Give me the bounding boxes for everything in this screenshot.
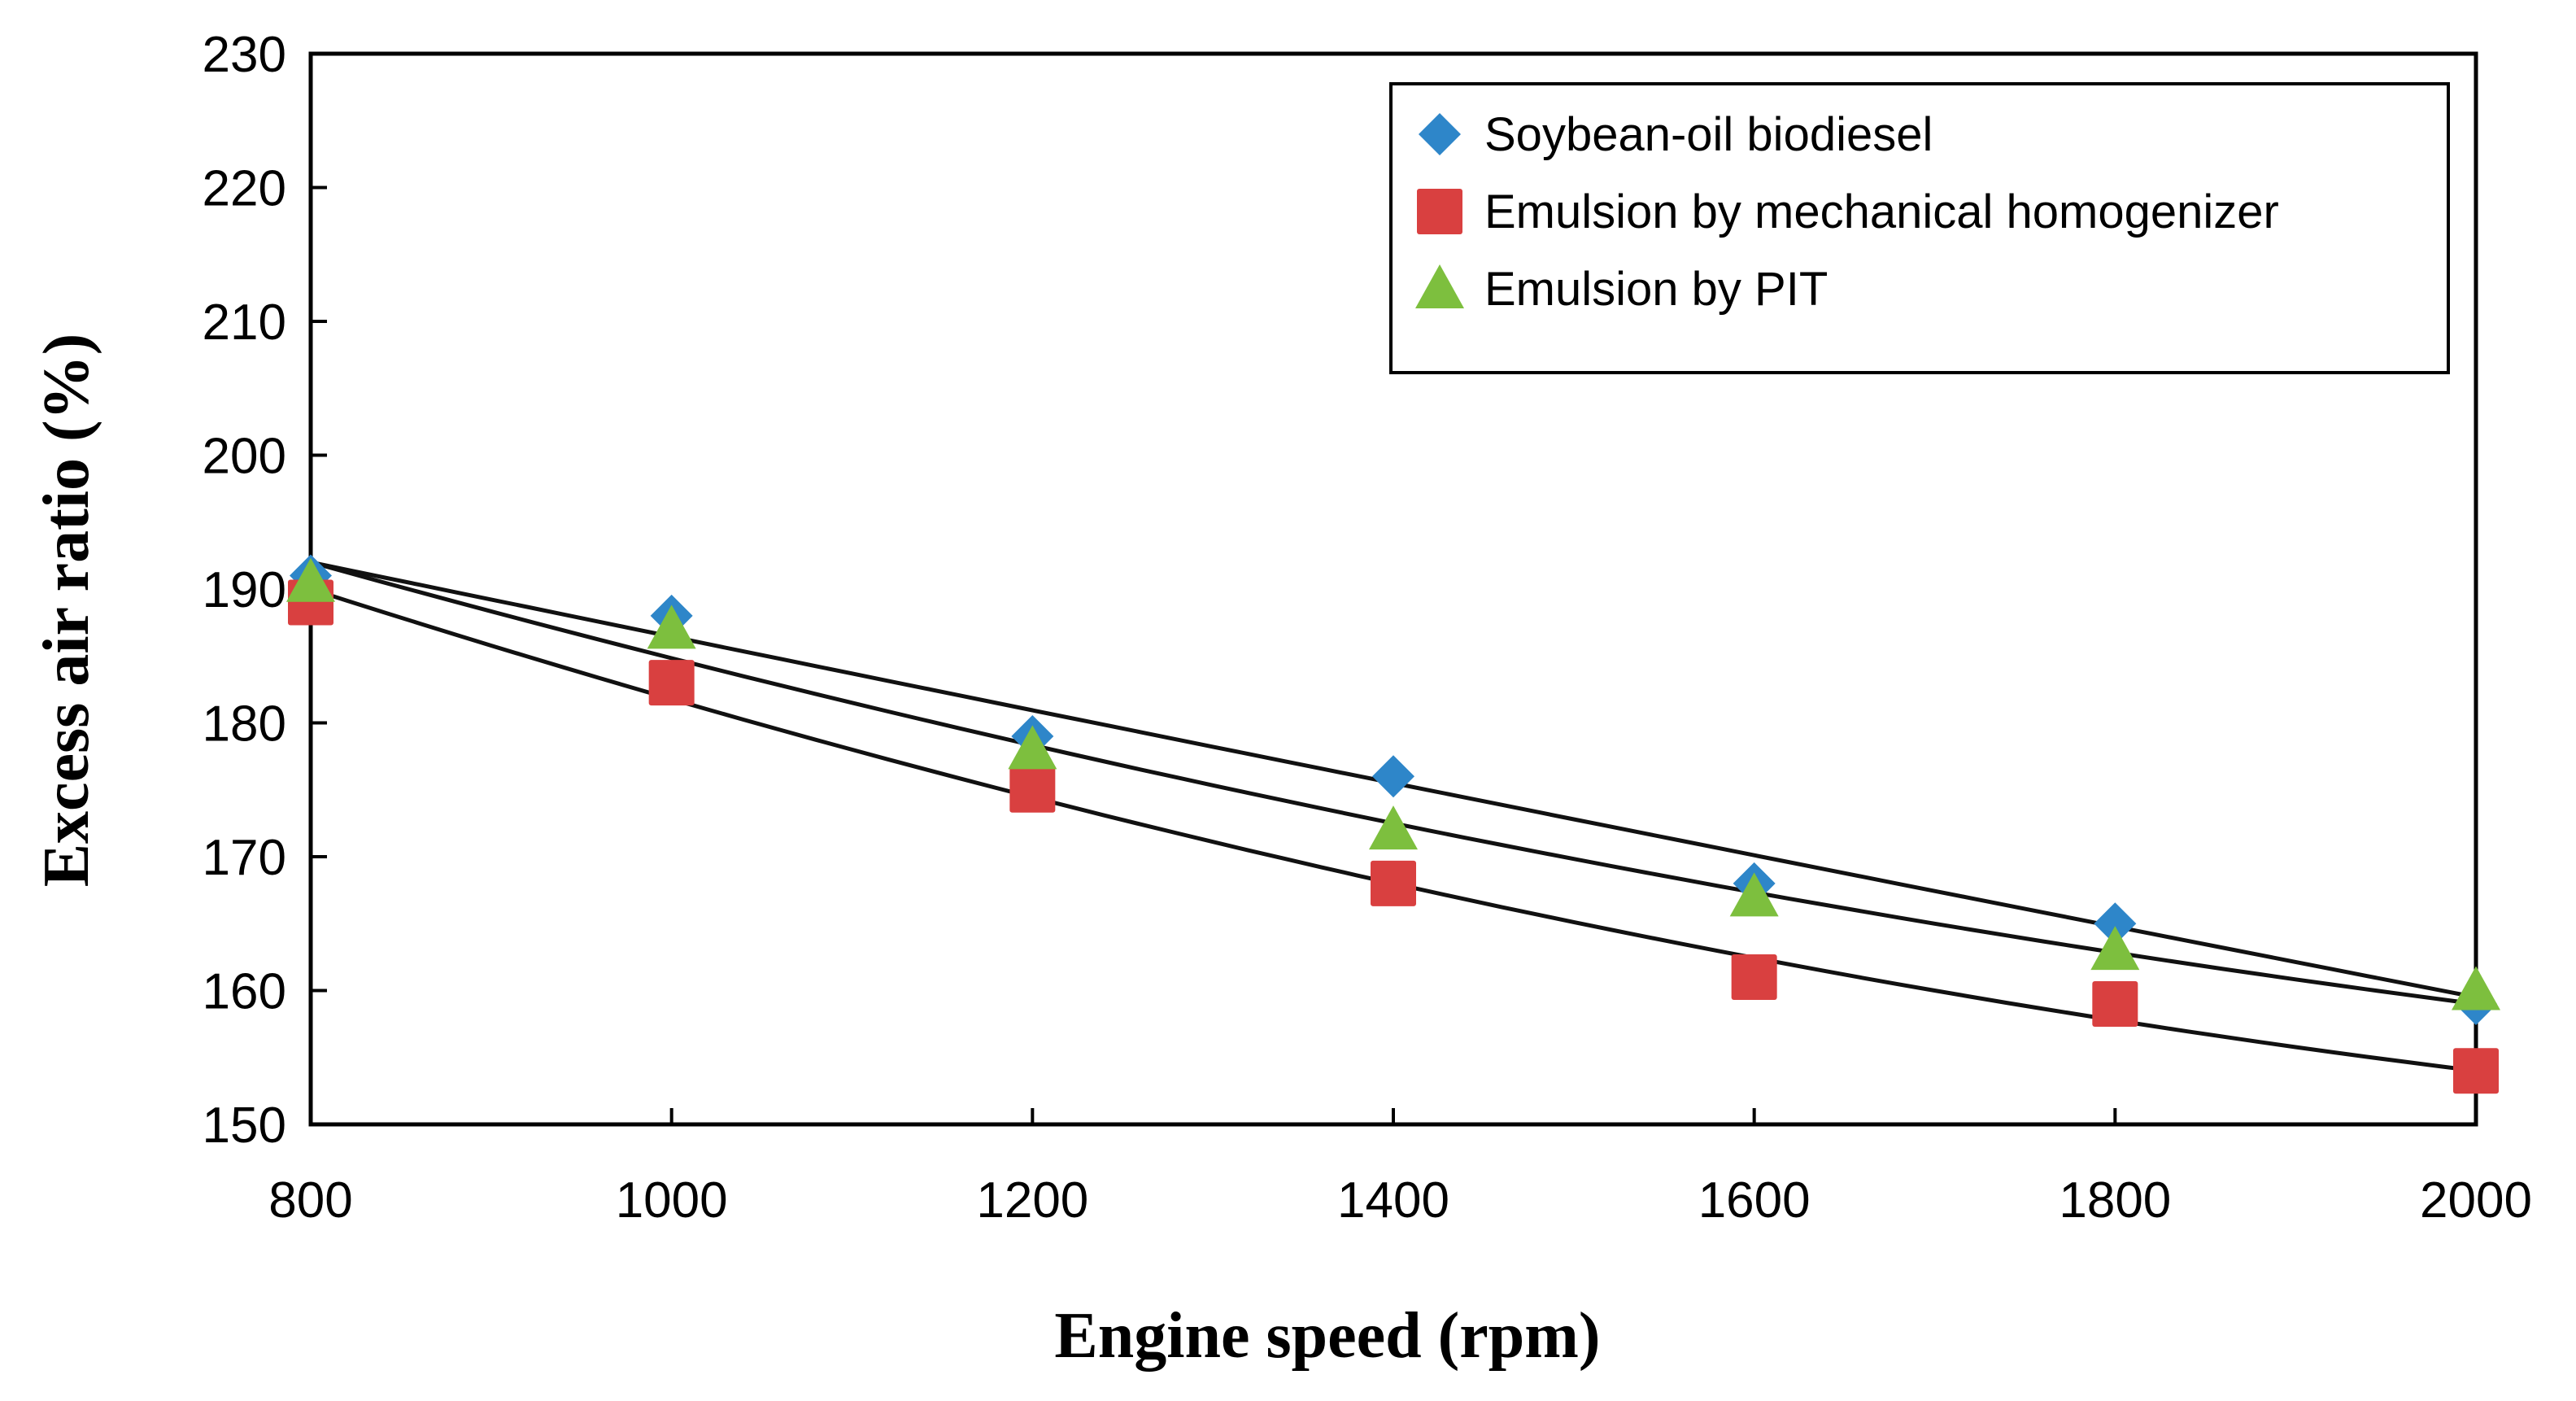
y-axis-title: Excess air ratio (%) (31, 334, 102, 888)
data-point-triangle (1008, 725, 1057, 770)
x-tick-label: 1000 (616, 1172, 728, 1229)
legend-marker-diamond (1419, 113, 1461, 155)
legend-marker-square (1417, 189, 1462, 234)
y-axis: 150 160 170 180 190 200 210 220 230 (203, 27, 327, 1154)
data-point-triangle (2452, 966, 2500, 1010)
x-axis-title: Engine speed (rpm) (1054, 1300, 1600, 1372)
y-tick-label: 220 (203, 161, 286, 217)
y-tick-label: 160 (203, 964, 286, 1020)
y-tick-label: 170 (203, 830, 286, 886)
legend-label: Soybean-oil biodiesel (1484, 108, 1933, 161)
data-point-square (2092, 980, 2138, 1027)
data-point-square (1731, 954, 1777, 1001)
data-point-triangle (1369, 805, 1418, 850)
legend-label: Emulsion by mechanical homogenizer (1484, 185, 2279, 238)
x-tick-label: 1800 (2059, 1172, 2171, 1229)
x-tick-label: 2000 (2420, 1172, 2532, 1229)
y-tick-label: 190 (203, 562, 286, 618)
data-point-square (1371, 860, 1416, 906)
x-tick-label: 1600 (1698, 1172, 1811, 1229)
y-tick-label: 230 (203, 27, 286, 83)
data-point-square (2453, 1048, 2499, 1094)
legend: Soybean-oil biodiesel Emulsion by mechani… (1389, 82, 2450, 374)
data-point-triangle (647, 604, 696, 649)
x-tick-label: 1200 (976, 1172, 1088, 1229)
data-point-square (1009, 766, 1056, 813)
data-markers (286, 554, 2500, 1094)
y-tick-label: 200 (203, 429, 286, 485)
data-point-triangle (1729, 872, 1779, 917)
data-point-square (648, 660, 695, 706)
data-point-diamond (1372, 755, 1414, 798)
data-point-diamond (2094, 902, 2137, 945)
legend-marker-triangle (1415, 264, 1464, 308)
y-tick-label: 210 (203, 295, 286, 351)
y-tick-label: 180 (203, 696, 286, 753)
x-axis: 800 1000 1200 1400 1600 1800 2000 (268, 1108, 2532, 1229)
x-tick-label: 800 (268, 1172, 352, 1229)
x-tick-label: 1400 (1337, 1172, 1449, 1229)
data-point-triangle (2090, 926, 2140, 971)
legend-label: Emulsion by PIT (1484, 263, 1828, 316)
legend-box (1389, 82, 2450, 374)
data-point-triangle (286, 557, 335, 602)
y-tick-label: 150 (203, 1098, 286, 1154)
